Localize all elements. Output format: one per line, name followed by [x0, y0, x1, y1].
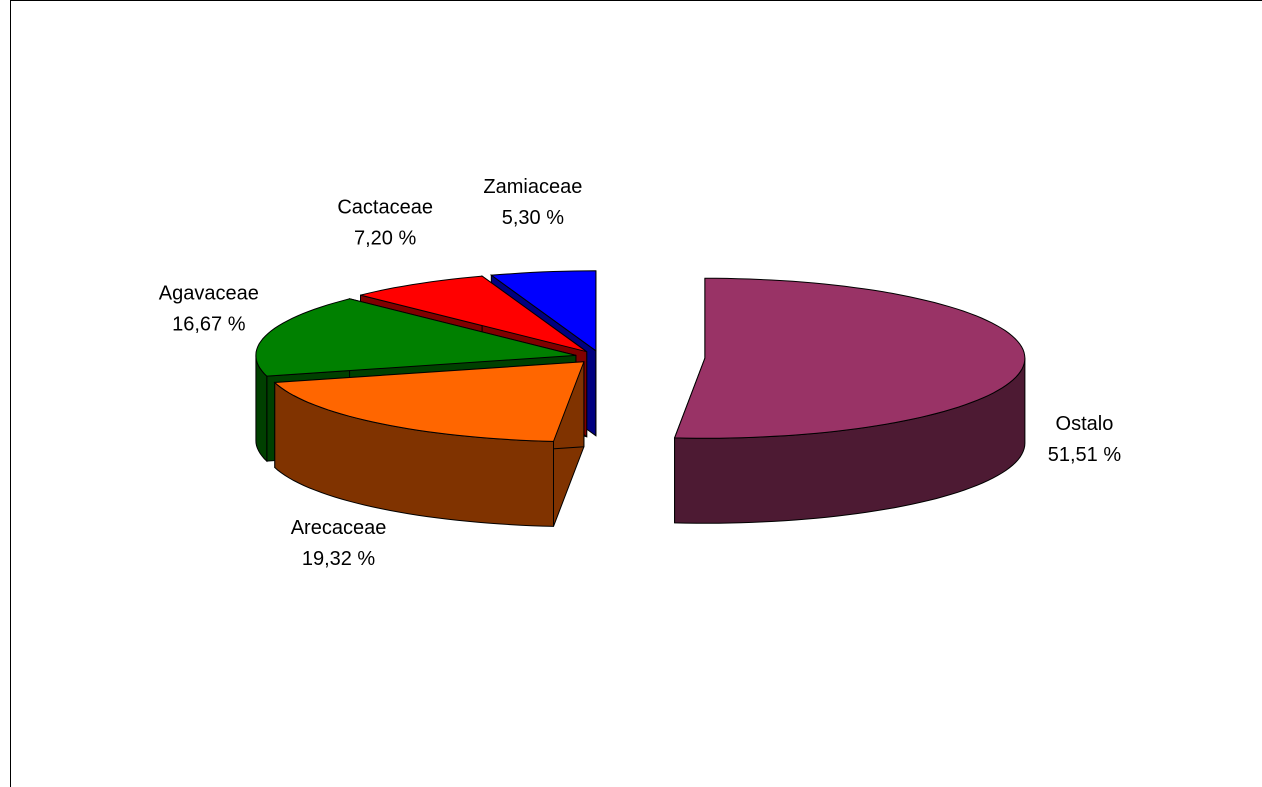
slice-label-name: Ostalo — [1056, 413, 1114, 435]
chart-frame — [10, 0, 1262, 787]
pie-slice — [673, 277, 1026, 524]
slice-top — [673, 277, 1026, 439]
slice-label-name: Cactaceae — [337, 196, 433, 218]
slice-top — [360, 275, 587, 353]
slice-label-name: Zamiaceae — [483, 176, 582, 198]
slice-label-value: 5,30 % — [502, 207, 564, 229]
slice-label-value: 16,67 % — [172, 313, 246, 335]
slice-top — [489, 270, 597, 352]
slice-label-name: Agavaceae — [159, 282, 259, 304]
slice-top — [255, 298, 577, 377]
slice-top — [273, 361, 585, 442]
slice-label-value: 19,32 % — [302, 548, 376, 570]
slice-label-value: 7,20 % — [354, 227, 416, 249]
slice-label-name: Arecaceae — [291, 517, 387, 539]
slice-label-value: 51,51 % — [1048, 444, 1122, 466]
pie-slice — [273, 361, 585, 527]
